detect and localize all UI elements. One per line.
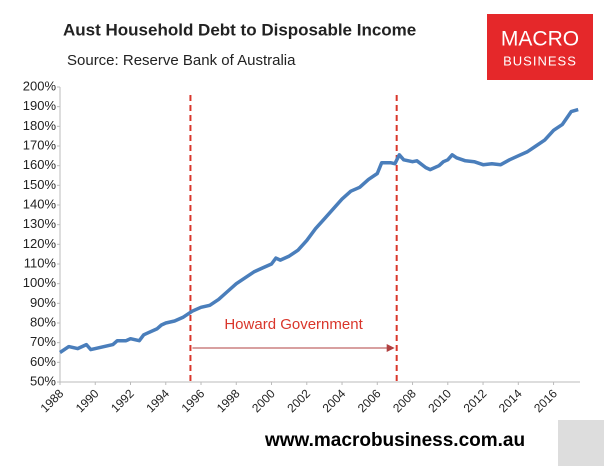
footer-icon <box>558 420 604 466</box>
data-line <box>59 107 579 354</box>
y-tick-label: 200% <box>23 78 57 93</box>
y-tick-label: 110% <box>24 255 57 270</box>
y-tick-label: 70% <box>30 334 56 349</box>
chart-subtitle: Source: Reserve Bank of Australia <box>67 52 296 69</box>
y-tick-label: 160% <box>23 157 57 172</box>
y-tick-label: 140% <box>23 196 57 211</box>
annotation-arrowhead <box>386 344 395 352</box>
y-tick-label: 60% <box>30 354 56 369</box>
y-tick-label: 150% <box>23 177 57 192</box>
y-tick-label: 80% <box>30 314 56 329</box>
logo-text: MACRO <box>501 28 579 51</box>
y-tick-label: 50% <box>30 373 56 388</box>
y-tick-label: 190% <box>23 98 57 113</box>
y-tick-label: 120% <box>23 236 57 251</box>
y-tick-label: 90% <box>30 295 56 310</box>
chart-title: Aust Household Debt to Disposable Income <box>63 20 416 39</box>
y-tick-label: 180% <box>23 118 57 133</box>
y-tick-label: 100% <box>23 275 57 290</box>
annotation-text: Howard Government <box>224 316 363 333</box>
logo-text: BUSINESS <box>503 53 577 68</box>
footer: www.macrobusiness.com.au <box>264 430 525 451</box>
y-tick-label: 170% <box>23 137 57 152</box>
logo-box <box>487 14 593 80</box>
y-tick-label: 130% <box>23 216 57 231</box>
